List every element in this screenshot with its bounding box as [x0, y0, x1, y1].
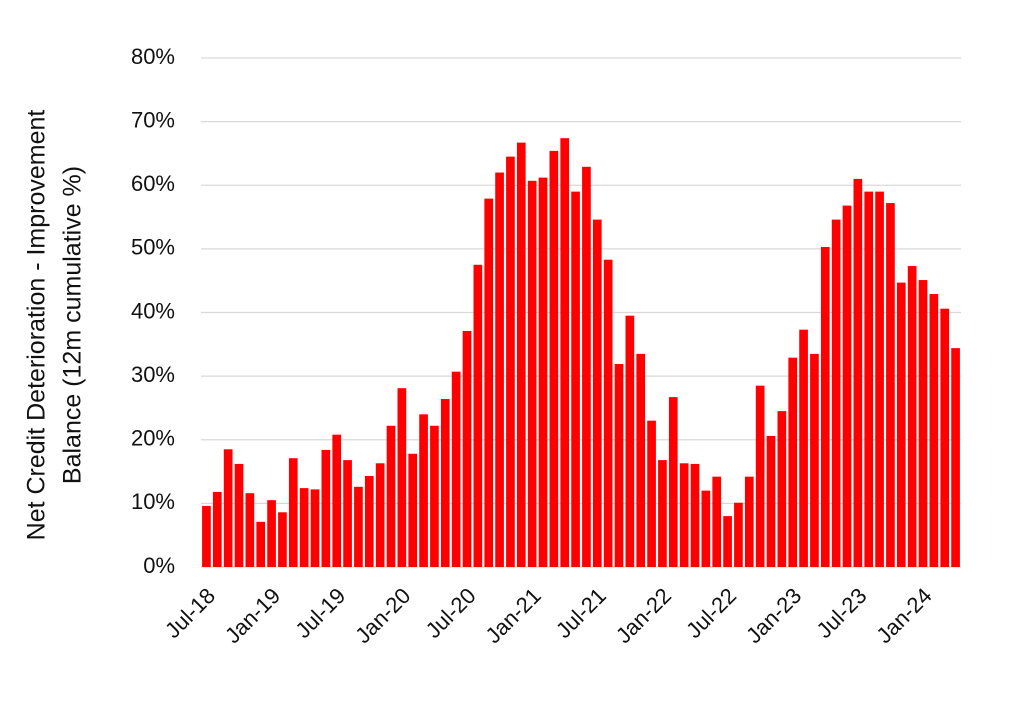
bar [506, 156, 515, 567]
bar [299, 488, 309, 567]
x-tick-label: Jan-24 [871, 583, 936, 648]
bar [549, 150, 559, 567]
bar [658, 460, 667, 567]
x-tick-label: Jan-21 [481, 583, 546, 648]
x-tick-label: Jan-19 [220, 583, 285, 648]
bar [256, 521, 266, 567]
bar [614, 364, 624, 567]
x-tick-label: Jul-19 [290, 583, 350, 643]
bar [571, 191, 580, 568]
bar [810, 353, 819, 567]
bar [408, 453, 418, 567]
bar [744, 476, 754, 567]
bar [354, 486, 363, 567]
bar [223, 449, 233, 567]
bar [386, 425, 396, 567]
bar [603, 259, 613, 567]
bar [799, 329, 808, 567]
bar [310, 489, 320, 567]
bar [364, 476, 374, 567]
x-tick-label: Jul-21 [551, 583, 611, 643]
bar [831, 219, 841, 568]
x-tick-label: Jan-22 [611, 583, 676, 648]
bar [582, 166, 591, 567]
bar [701, 490, 711, 567]
bar [896, 282, 906, 567]
y-tick-label: 40% [131, 298, 175, 323]
bar [951, 348, 960, 567]
y-tick-label: 0% [143, 553, 175, 578]
bar [234, 463, 244, 567]
bar [907, 266, 917, 567]
bar [853, 178, 863, 567]
bar [495, 172, 504, 567]
bar [755, 385, 765, 567]
x-tick-label: Jul-20 [421, 583, 481, 643]
bar [929, 294, 939, 567]
bar [788, 357, 798, 567]
bar [451, 371, 461, 567]
bar [734, 502, 743, 567]
bar [419, 414, 428, 567]
bar [636, 353, 646, 567]
bar [723, 516, 732, 567]
bar [267, 500, 276, 567]
y-tick-label: 20% [131, 426, 175, 451]
bar [397, 388, 407, 567]
y-tick-label: 30% [131, 362, 175, 387]
bar [440, 399, 450, 567]
bar [864, 191, 874, 568]
bar [777, 411, 787, 567]
bar [766, 435, 776, 567]
bar [375, 463, 385, 567]
y-tick-label: 80% [131, 44, 175, 69]
bar [875, 191, 884, 568]
bar [560, 138, 570, 568]
y-axis-label: Balance (12m cumulative %) [59, 166, 87, 484]
bar [288, 458, 298, 567]
bar [321, 449, 331, 567]
bar [690, 463, 700, 567]
bar [820, 246, 830, 567]
bar [484, 198, 494, 567]
y-tick-label: 70% [131, 107, 175, 132]
bar [278, 512, 287, 567]
x-tick-label: Jul-22 [681, 583, 741, 643]
bar [918, 280, 928, 567]
bar [886, 203, 895, 567]
bar [202, 505, 211, 567]
bar [212, 491, 222, 567]
bar [343, 460, 352, 567]
y-tick-label: 10% [131, 489, 175, 514]
bar [245, 493, 255, 567]
x-tick-label: Jan-23 [741, 583, 806, 648]
bar [332, 434, 342, 567]
y-axis-label: Net Credit Deterioration - Improvement [23, 110, 51, 541]
bar [538, 177, 548, 568]
y-tick-label: 60% [131, 171, 175, 196]
bar [668, 397, 678, 567]
bar [679, 463, 689, 567]
bar [712, 476, 722, 567]
x-tick-label: Jan-20 [350, 583, 415, 648]
bar [527, 180, 537, 567]
x-tick-label: Jul-18 [160, 583, 220, 643]
bar [430, 425, 439, 567]
bar [940, 308, 950, 567]
bar [842, 205, 852, 568]
x-tick-label: Jul-23 [811, 583, 871, 643]
bar [516, 142, 526, 567]
bar [647, 420, 656, 567]
bar [625, 315, 635, 567]
y-tick-label: 50% [131, 235, 175, 260]
bar [462, 330, 472, 567]
bar [473, 264, 483, 567]
bar [592, 219, 602, 568]
